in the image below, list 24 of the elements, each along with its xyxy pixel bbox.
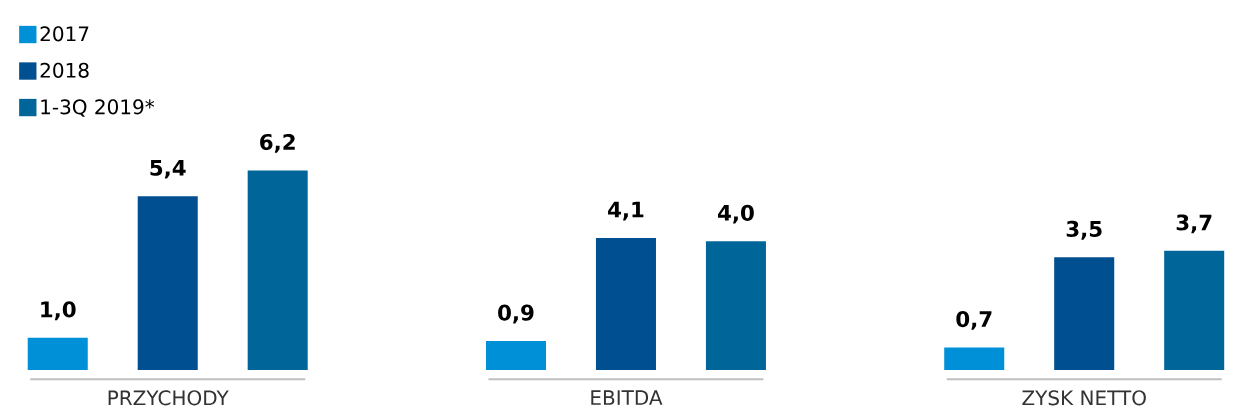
x-tick-label: EBITDA [591,390,663,405]
data-label: 4,0 [718,204,754,224]
bar [944,347,1005,370]
legend-label: 2017 [40,26,89,42]
legend-label: 1-3Q 2019* [41,99,155,117]
bar [27,337,88,370]
bar [485,341,546,370]
bar [595,237,656,370]
bar [1164,250,1225,370]
data-label: 6,2 [260,133,295,153]
data-label: 3,7 [1176,214,1212,234]
data-label: 0,9 [498,304,534,324]
legend-label: 2018 [40,62,89,78]
data-label: 5,4 [150,159,186,179]
data-label: 3,5 [1066,220,1102,240]
bar [705,241,766,370]
bar [137,196,198,370]
data-label: 0,7 [956,311,992,330]
data-label: 1,0 [41,301,76,321]
x-tick-label: PRZYCHODY [108,390,229,406]
bar [247,170,308,370]
x-tick-label: ZYSK NETTO [1022,390,1146,406]
bar [1054,257,1115,370]
data-label: 4,1 [608,201,644,221]
